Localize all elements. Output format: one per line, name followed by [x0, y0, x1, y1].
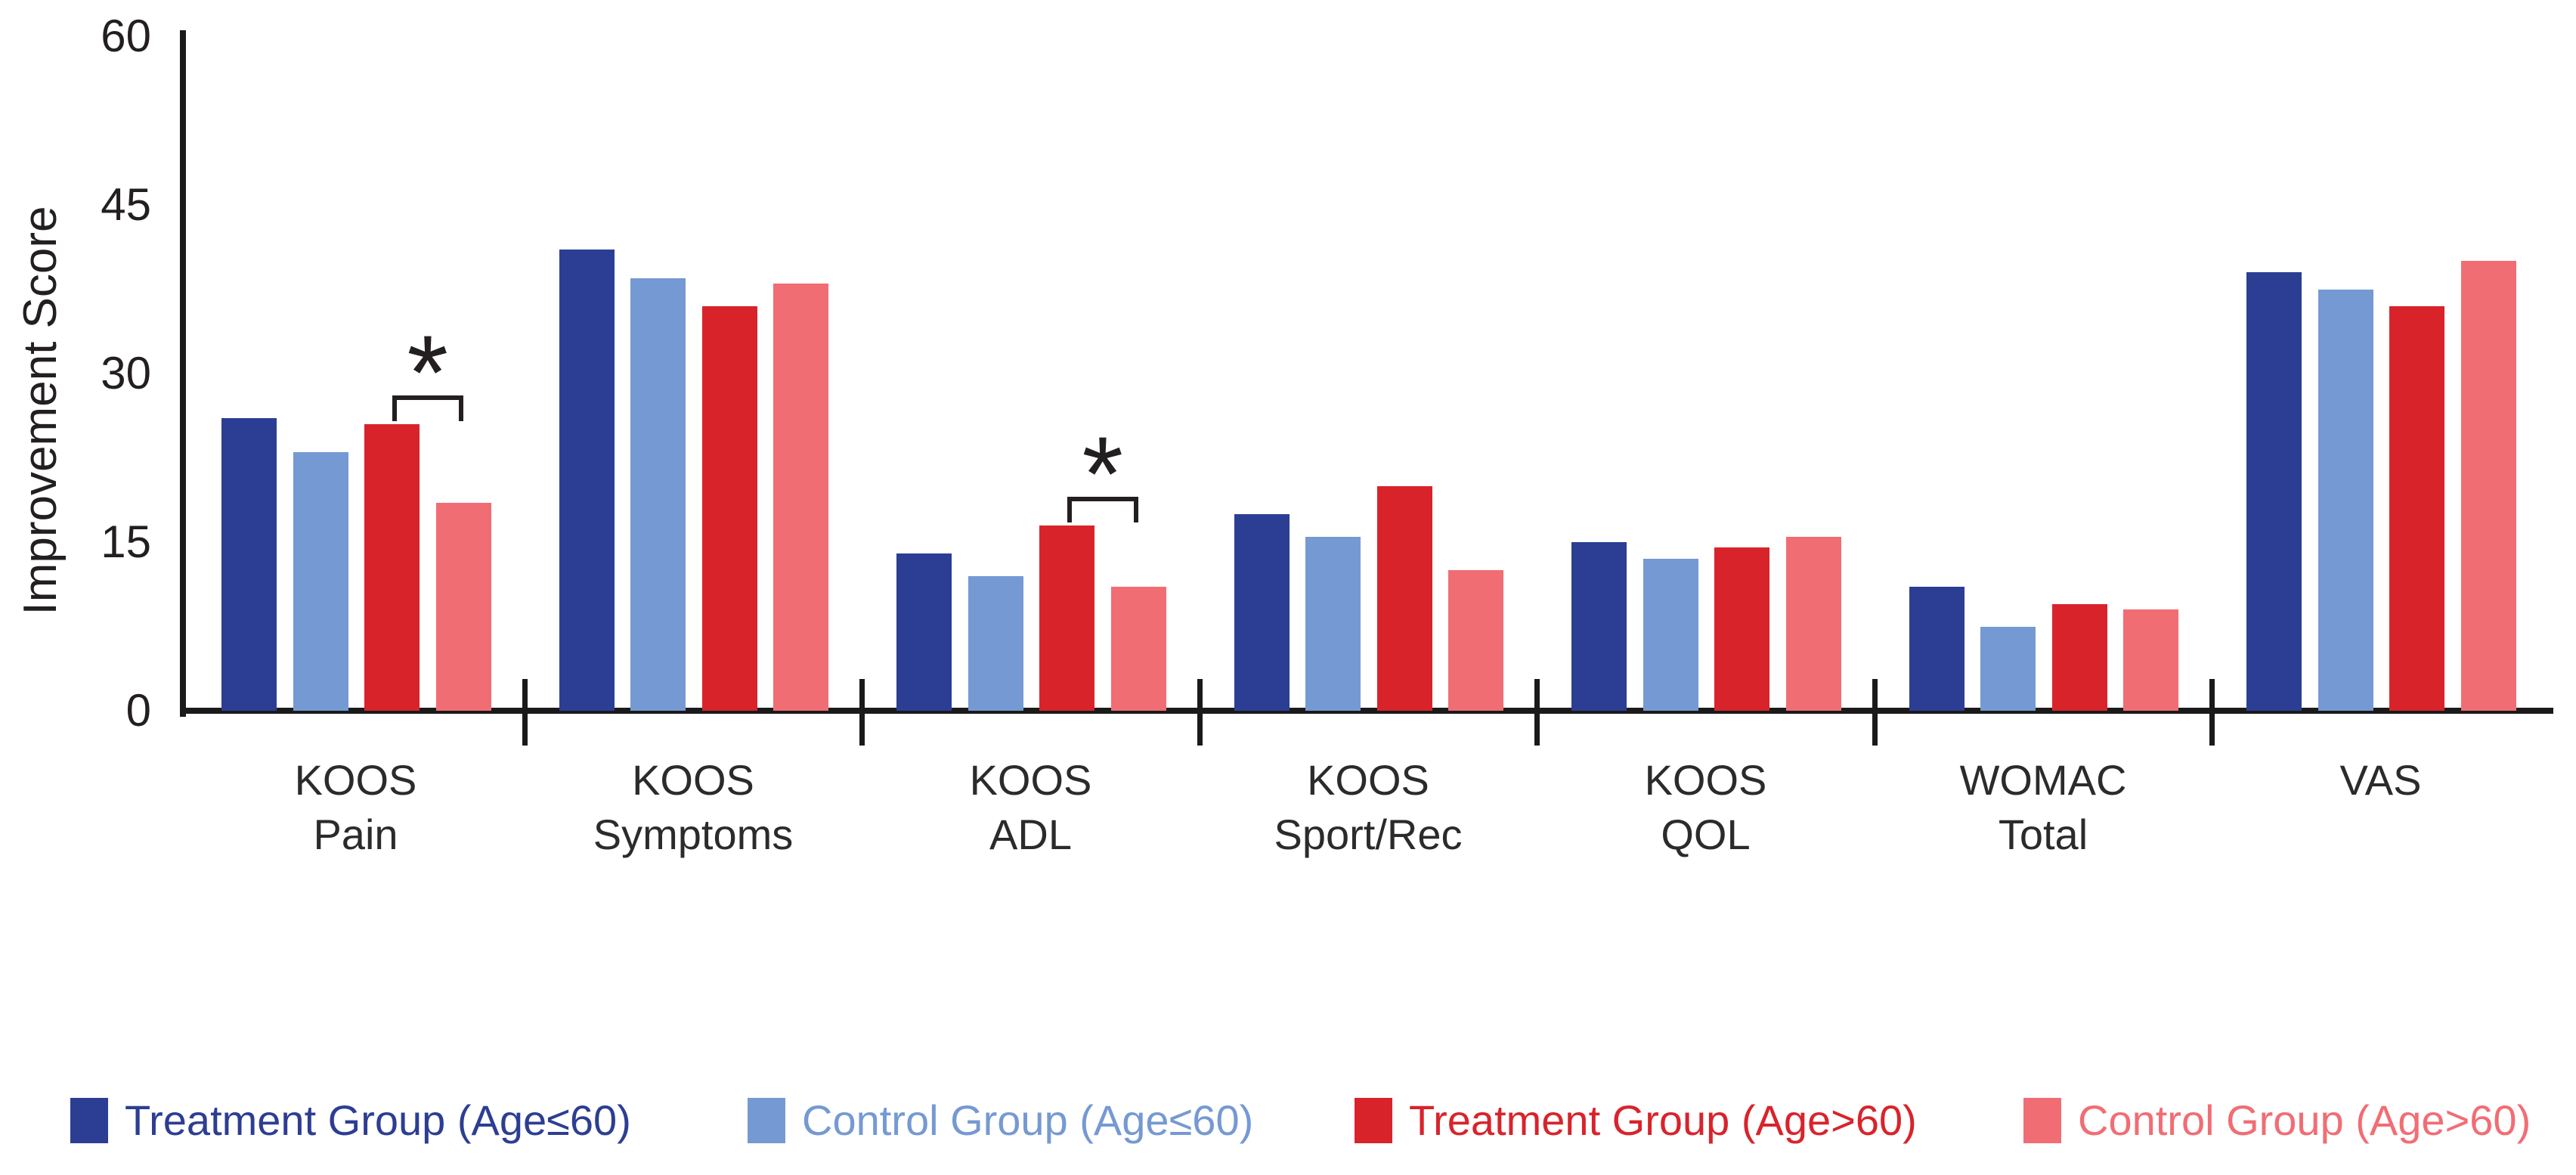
bar-koos-sport-rec-treatment-le60 — [1234, 513, 1290, 711]
significance-bracket-leg-1-1 — [1134, 496, 1138, 522]
x-axis-tick-1 — [522, 679, 528, 746]
bar-koos-pain-treatment-le60 — [221, 418, 277, 711]
significance-asterisk-1: * — [1082, 414, 1123, 533]
bar-vas-control-le60 — [2317, 289, 2373, 711]
legend-label-treatment-le60: Treatment Group (Age≤60) — [125, 1096, 631, 1144]
bar-koos-symptoms-control-le60 — [630, 277, 686, 711]
x-axis-tick-2 — [859, 679, 865, 746]
category-label-line1: KOOS — [632, 756, 754, 804]
category-label-line2: ADL — [989, 811, 1072, 858]
category-label-line1: VAS — [2339, 756, 2422, 804]
bar-koos-qol-control-le60 — [1643, 559, 1698, 711]
bar-koos-symptoms-treatment-gt60 — [701, 305, 757, 711]
x-axis-tick-4 — [1534, 679, 1540, 746]
category-label-koos-pain: KOOS Pain — [187, 753, 525, 862]
category-label-line1: KOOS — [969, 756, 1092, 804]
bar-koos-adl-treatment-gt60 — [1039, 525, 1094, 711]
bar-koos-symptoms-control-gt60 — [773, 284, 828, 711]
x-axis-tick-5 — [1872, 679, 1878, 746]
bar-womac-total-control-gt60 — [2123, 609, 2178, 711]
legend-label-control-gt60: Control Group (Age>60) — [2078, 1096, 2531, 1144]
x-axis-line — [180, 708, 2553, 714]
bar-koos-qol-treatment-le60 — [1571, 542, 1627, 711]
x-axis-tick-3 — [1197, 679, 1203, 746]
category-label-line2: QOL — [1661, 811, 1751, 858]
significance-bracket-0 — [392, 395, 463, 400]
category-label-line1: KOOS — [1644, 756, 1767, 804]
legend-swatch-control-le60 — [748, 1098, 785, 1143]
x-axis-tick-6 — [2209, 679, 2215, 746]
legend-swatch-treatment-le60 — [70, 1098, 108, 1143]
bar-womac-total-treatment-le60 — [1909, 587, 1965, 711]
y-tick-label-45: 45 — [101, 179, 151, 230]
legend: Treatment Group (Age≤60) Control Group (A… — [0, 1096, 2576, 1164]
category-label-womac-total: WOMAC Total — [1875, 753, 2212, 862]
y-tick-label-15: 15 — [101, 516, 151, 567]
category-label-line2: Pain — [313, 811, 398, 858]
category-label-line1: KOOS — [1307, 756, 1429, 804]
significance-asterisk-0: * — [407, 312, 448, 432]
category-label-koos-adl: KOOS ADL — [862, 753, 1200, 862]
bar-vas-control-gt60 — [2460, 261, 2516, 711]
bar-koos-adl-control-le60 — [968, 575, 1023, 711]
bar-koos-pain-treatment-gt60 — [364, 423, 420, 711]
bar-womac-total-treatment-gt60 — [2051, 603, 2107, 711]
category-label-line2: Symptoms — [593, 811, 794, 858]
legend-swatch-treatment-gt60 — [1355, 1098, 1392, 1143]
y-axis-line — [180, 30, 186, 717]
bar-koos-adl-treatment-le60 — [896, 553, 952, 711]
category-label-line1: KOOS — [294, 756, 417, 804]
bar-koos-qol-control-gt60 — [1785, 536, 1841, 711]
category-label-line2: Total — [1998, 811, 2088, 858]
bar-vas-treatment-le60 — [2246, 272, 2302, 711]
bar-koos-sport-rec-control-gt60 — [1448, 570, 1503, 711]
bar-koos-sport-rec-control-le60 — [1305, 536, 1361, 711]
bar-womac-total-control-le60 — [1980, 626, 2036, 711]
significance-bracket-leg-1-0 — [1067, 496, 1072, 522]
bar-vas-treatment-gt60 — [2389, 305, 2444, 711]
category-label-koos-symptoms: KOOS Symptoms — [525, 753, 862, 862]
y-tick-label-0: 0 — [125, 685, 151, 736]
legend-label-control-le60: Control Group (Age≤60) — [802, 1096, 1254, 1144]
significance-bracket-leg-0-0 — [392, 395, 397, 421]
legend-swatch-control-gt60 — [2023, 1098, 2061, 1143]
y-tick-label-30: 30 — [101, 348, 151, 398]
category-label-line2: Sport/Rec — [1274, 811, 1463, 858]
y-tick-label-60: 60 — [101, 11, 151, 61]
significance-bracket-leg-0-1 — [459, 395, 463, 421]
bar-koos-symptoms-treatment-le60 — [559, 250, 615, 711]
category-label-koos-qol: KOOS QOL — [1537, 753, 1875, 862]
legend-label-treatment-gt60: Treatment Group (Age>60) — [1409, 1096, 1917, 1144]
bar-koos-pain-control-le60 — [293, 452, 348, 711]
bar-koos-pain-control-gt60 — [435, 502, 491, 711]
category-label-vas: VAS — [2212, 753, 2550, 808]
bar-koos-sport-rec-treatment-gt60 — [1376, 485, 1432, 711]
bar-koos-qol-treatment-gt60 — [1714, 547, 1769, 711]
category-label-koos-sport-rec: KOOS Sport/Rec — [1200, 753, 1537, 862]
y-axis-title: Improvement Score — [14, 206, 67, 615]
category-label-line1: WOMAC — [1959, 756, 2127, 804]
significance-bracket-1 — [1067, 496, 1138, 501]
bar-koos-adl-control-gt60 — [1110, 587, 1166, 711]
